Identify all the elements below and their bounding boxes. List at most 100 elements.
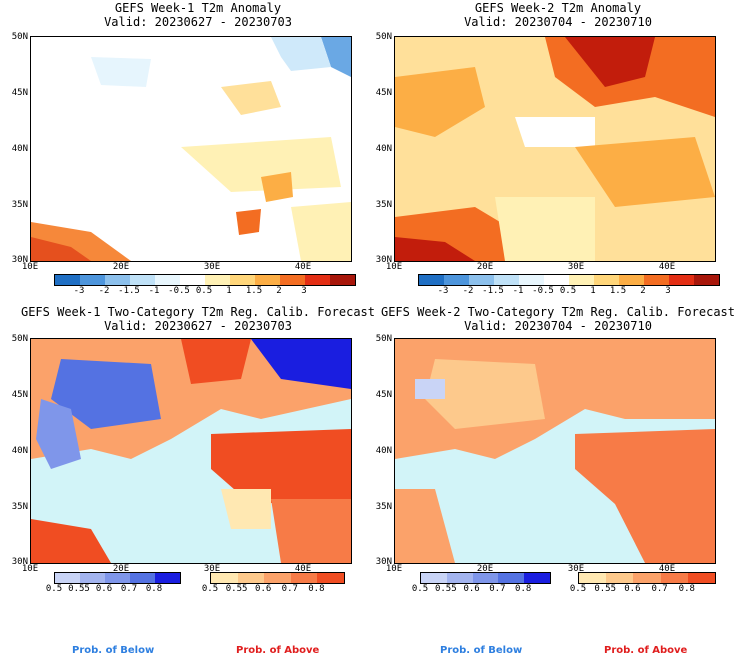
colorbar-swatch bbox=[317, 573, 344, 583]
colorbar-swatch bbox=[237, 573, 265, 583]
colorbar-label: 0.6 bbox=[624, 584, 641, 594]
lon-label: 40E bbox=[658, 262, 676, 272]
colorbar-swatch bbox=[606, 573, 634, 583]
anomaly-colorbar-week2 bbox=[418, 274, 720, 286]
colorbar-label: 2 bbox=[276, 286, 282, 296]
prob-below-label-week2: Prob. of Below bbox=[440, 645, 523, 656]
panel1-valid: Valid: 20230627 - 20230703 bbox=[104, 15, 292, 29]
colorbar-swatch bbox=[421, 573, 447, 583]
colorbar-swatch bbox=[687, 573, 715, 583]
colorbar-swatch bbox=[579, 573, 607, 583]
lon-label: 40E bbox=[294, 262, 312, 272]
lon-label: 20E bbox=[476, 564, 494, 574]
colorbar-label: -3 bbox=[437, 286, 449, 296]
panel3-title: GEFS Week-1 Two-Category T2m Reg. Calib.… bbox=[20, 305, 375, 319]
map-week1-anomaly bbox=[30, 36, 352, 262]
colorbar-swatch bbox=[472, 573, 499, 583]
colorbar-label: 3 bbox=[665, 286, 671, 296]
colorbar-swatch bbox=[130, 573, 155, 583]
colorbar-label: 1 bbox=[590, 286, 596, 296]
prob-above-colorbar-week2 bbox=[578, 572, 716, 584]
colorbar-swatch bbox=[230, 275, 255, 285]
colorbar-label: 0.7 bbox=[120, 584, 138, 594]
lat-label: 30N bbox=[375, 557, 392, 567]
colorbar-swatch bbox=[305, 275, 330, 285]
lon-label: 10E bbox=[21, 564, 39, 574]
colorbar-swatch bbox=[569, 275, 594, 285]
colorbar-label: -1 bbox=[148, 286, 160, 296]
lon-label: 20E bbox=[112, 564, 130, 574]
colorbar-label: 0.55 bbox=[434, 584, 457, 594]
lon-label: 40E bbox=[658, 564, 676, 574]
colorbar-label: 0.6 bbox=[255, 584, 272, 594]
colorbar-swatch bbox=[494, 275, 519, 285]
colorbar-swatch bbox=[519, 275, 544, 285]
colorbar-swatch bbox=[669, 275, 694, 285]
colorbar-swatch bbox=[130, 275, 155, 285]
colorbar-swatch bbox=[155, 573, 180, 583]
colorbar-swatch bbox=[155, 275, 180, 285]
prob-above-colorbar-week1 bbox=[210, 572, 345, 584]
lat-label: 30N bbox=[375, 255, 392, 265]
lat-label: 45N bbox=[11, 390, 28, 400]
colorbar-swatch bbox=[211, 573, 238, 583]
colorbar-label: 0.5 bbox=[411, 584, 429, 594]
colorbar-swatch bbox=[105, 275, 130, 285]
lon-label: 10E bbox=[385, 564, 403, 574]
colorbar-swatch bbox=[80, 573, 105, 583]
colorbar-swatch bbox=[446, 573, 473, 583]
lon-label: 20E bbox=[476, 262, 494, 272]
colorbar-swatch bbox=[544, 275, 569, 285]
colorbar-swatch bbox=[180, 275, 205, 285]
colorbar-label: -2 bbox=[98, 286, 110, 296]
prob-above-label-week2: Prob. of Above bbox=[604, 645, 688, 656]
colorbar-label: -1 bbox=[512, 286, 524, 296]
panel2-title: GEFS Week-2 T2m Anomaly bbox=[474, 1, 642, 15]
colorbar-swatch bbox=[660, 573, 688, 583]
colorbar-swatch bbox=[80, 275, 105, 285]
prob-below-colorbar-week2 bbox=[420, 572, 551, 584]
prob-below-label-week1: Prob. of Below bbox=[72, 645, 155, 656]
lat-label: 40N bbox=[11, 144, 28, 154]
colorbar-label: 0.8 bbox=[678, 584, 695, 594]
lat-label: 50N bbox=[11, 334, 28, 344]
colorbar-label: -0.5 bbox=[168, 286, 190, 296]
colorbar-label: -3 bbox=[73, 286, 85, 296]
colorbar-swatch bbox=[205, 275, 230, 285]
lat-label: 40N bbox=[11, 446, 28, 456]
colorbar-label: -1.5 bbox=[482, 286, 504, 296]
colorbar-label: 0.8 bbox=[145, 584, 163, 594]
colorbar-label: -0.5 bbox=[532, 286, 554, 296]
colorbar-label: 1.5 bbox=[609, 286, 627, 296]
lat-label: 50N bbox=[375, 334, 392, 344]
colorbar-label: 2 bbox=[640, 286, 646, 296]
colorbar-label: 1.5 bbox=[245, 286, 263, 296]
colorbar-label: 0.55 bbox=[68, 584, 90, 594]
colorbar-label: 0.7 bbox=[651, 584, 668, 594]
lon-label: 20E bbox=[112, 262, 130, 272]
colorbar-swatch bbox=[644, 275, 669, 285]
panel2-valid: Valid: 20230704 - 20230710 bbox=[464, 15, 652, 29]
lat-label: 50N bbox=[11, 32, 28, 42]
colorbar-swatch bbox=[55, 573, 80, 583]
lon-label: 30E bbox=[203, 262, 221, 272]
lat-label: 45N bbox=[375, 390, 392, 400]
colorbar-label: -2 bbox=[462, 286, 474, 296]
lon-label: 10E bbox=[385, 262, 403, 272]
anomaly-colorbar-week1 bbox=[54, 274, 356, 286]
colorbar-swatch bbox=[280, 275, 305, 285]
lat-label: 50N bbox=[375, 32, 392, 42]
colorbar-label: 0.55 bbox=[594, 584, 617, 594]
colorbar-label: 0.5 bbox=[559, 286, 577, 296]
colorbar-swatch bbox=[255, 275, 280, 285]
colorbar-swatch bbox=[619, 275, 644, 285]
colorbar-swatch bbox=[594, 275, 619, 285]
lon-label: 10E bbox=[21, 262, 39, 272]
prob-below-colorbar-week1 bbox=[54, 572, 181, 584]
colorbar-swatch bbox=[444, 275, 469, 285]
lat-label: 30N bbox=[11, 557, 28, 567]
colorbar-label: 3 bbox=[301, 286, 307, 296]
colorbar-swatch bbox=[264, 573, 291, 583]
lat-label: 45N bbox=[11, 88, 28, 98]
prob-above-label-week1: Prob. of Above bbox=[236, 645, 320, 656]
